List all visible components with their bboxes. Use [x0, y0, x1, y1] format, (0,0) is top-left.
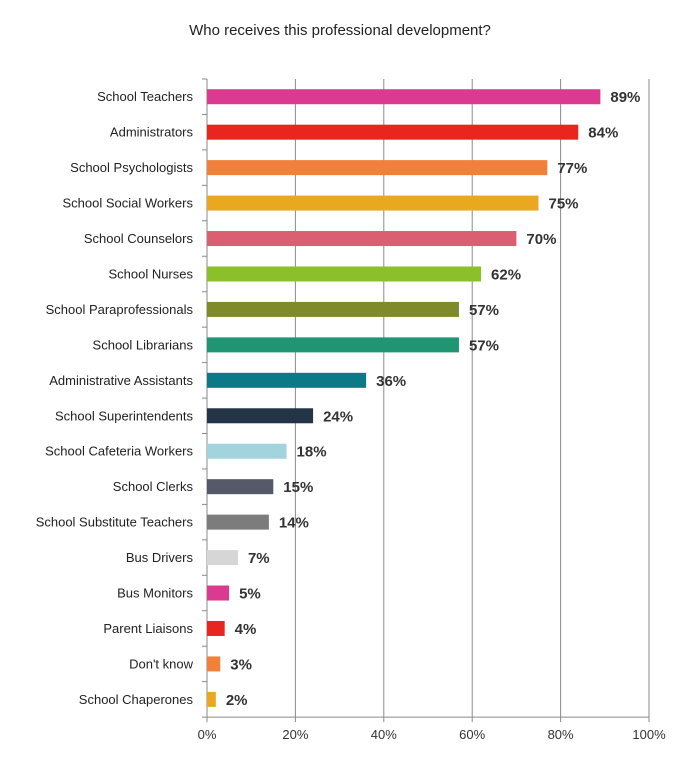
x-tick-label: 20%	[282, 727, 308, 742]
data-label: 18%	[297, 444, 327, 461]
bar	[207, 550, 238, 566]
data-label: 62%	[491, 266, 521, 283]
x-tick-label: 60%	[459, 727, 485, 742]
data-label: 14%	[279, 515, 309, 532]
category-label: School Substitute Teachers	[36, 515, 194, 530]
category-label: Administrative Assistants	[49, 373, 193, 388]
category-label: School Psychologists	[70, 160, 193, 175]
data-label: 70%	[526, 231, 556, 248]
bar	[207, 408, 314, 424]
category-label: School Teachers	[97, 89, 193, 104]
x-tick-label: 80%	[548, 727, 574, 742]
bar	[207, 443, 287, 459]
data-label: 4%	[235, 621, 257, 638]
bar	[207, 479, 274, 495]
bar	[207, 514, 269, 530]
bar	[207, 89, 601, 105]
bar	[207, 266, 482, 282]
data-label: 57%	[469, 337, 499, 354]
category-label: Don't know	[129, 656, 194, 671]
data-label: 24%	[323, 408, 353, 425]
x-tick-label: 40%	[371, 727, 397, 742]
data-label: 89%	[610, 89, 640, 106]
bar	[207, 301, 459, 317]
category-label: School Social Workers	[62, 196, 193, 211]
bar	[207, 231, 517, 247]
bar	[207, 620, 225, 636]
data-label: 36%	[376, 373, 406, 390]
bar	[207, 691, 216, 707]
bar	[207, 585, 230, 601]
bar	[207, 195, 539, 211]
bar	[207, 124, 579, 140]
bar	[207, 160, 548, 176]
data-label: 57%	[469, 302, 499, 319]
category-label: Administrators	[110, 125, 194, 140]
category-label: Bus Drivers	[126, 550, 194, 565]
category-label: School Counselors	[84, 231, 194, 246]
data-label: 2%	[226, 692, 248, 709]
category-label: Bus Monitors	[117, 586, 193, 601]
data-label: 77%	[557, 160, 587, 177]
category-label: School Chaperones	[79, 692, 194, 707]
data-label: 5%	[239, 586, 261, 603]
category-label: School Superintendents	[55, 408, 194, 423]
data-label: 3%	[230, 656, 252, 673]
category-label: School Nurses	[108, 266, 193, 281]
bar	[207, 337, 459, 353]
category-label: School Cafeteria Workers	[45, 444, 193, 459]
bar	[207, 372, 367, 388]
category-label: School Librarians	[93, 337, 194, 352]
bar	[207, 656, 221, 672]
category-label: Parent Liaisons	[103, 621, 193, 636]
data-label: 84%	[588, 125, 618, 142]
data-label: 7%	[248, 550, 270, 567]
category-label: School Clerks	[113, 479, 194, 494]
chart-title: Who receives this professional developme…	[189, 22, 491, 39]
category-label: School Paraprofessionals	[46, 302, 194, 317]
x-tick-label: 100%	[632, 727, 666, 742]
data-label: 75%	[549, 196, 579, 213]
data-label: 15%	[283, 479, 313, 496]
x-tick-label: 0%	[198, 727, 217, 742]
